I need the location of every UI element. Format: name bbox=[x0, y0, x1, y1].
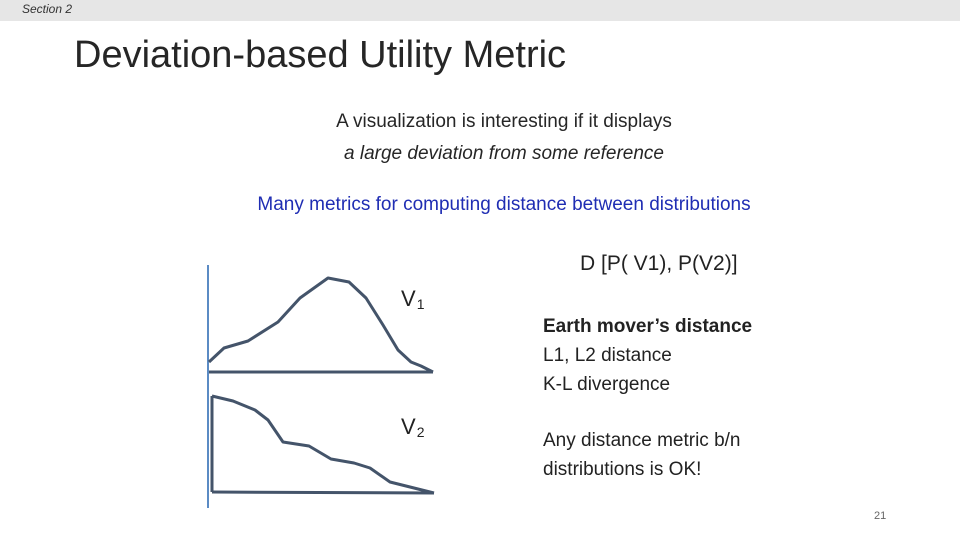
v1-label: V1 bbox=[401, 286, 425, 312]
section-label: Section 2 bbox=[22, 2, 73, 16]
metric-l1-l2: L1, L2 distance bbox=[543, 345, 672, 366]
distance-formula: D [P( V1), P(V2)] bbox=[580, 252, 738, 275]
ok-note: Any distance metric b/n distributions is… bbox=[543, 426, 740, 484]
v1-distribution-curve bbox=[207, 276, 434, 374]
metric-list: Earth mover’s distance L1, L2 distance K… bbox=[543, 312, 752, 399]
intro-line-1: A visualization is interesting if it dis… bbox=[336, 111, 672, 132]
v2-subscript: 2 bbox=[416, 424, 425, 440]
metric-emd: Earth mover’s distance bbox=[543, 316, 753, 337]
v1-subscript: 1 bbox=[416, 296, 425, 312]
metrics-caption: Many metrics for computing distance betw… bbox=[257, 194, 751, 215]
v2-baseline bbox=[211, 490, 435, 495]
metric-kl: K-L divergence bbox=[543, 374, 671, 395]
section-header-bar: Section 2 bbox=[0, 0, 960, 21]
v2-label: V2 bbox=[401, 414, 425, 440]
slide-title: Deviation-based Utility Metric bbox=[74, 34, 567, 76]
ok-note-line-2: distributions is OK! bbox=[543, 459, 702, 480]
intro-line-2: a large deviation from some reference bbox=[344, 143, 664, 164]
page-number: 21 bbox=[874, 510, 887, 522]
intro-text: A visualization is interesting if it dis… bbox=[0, 106, 960, 170]
ok-note-line-1: Any distance metric b/n bbox=[543, 430, 741, 451]
v2-distribution-curve bbox=[211, 394, 435, 495]
